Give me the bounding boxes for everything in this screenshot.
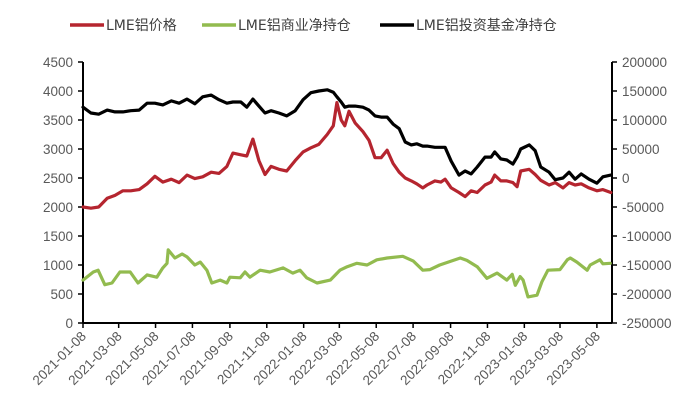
series-line-commercial: [81, 248, 612, 299]
right-axis-tick-label: 0: [622, 171, 630, 186]
legend-label-fund: LME铝投资基金净持仓: [416, 17, 557, 34]
right-axis-tick-label: 50000: [622, 142, 660, 157]
right-axis-tick-label: -100000: [622, 229, 672, 244]
series-line-fund: [81, 88, 613, 185]
left-axis-tick-label: 2000: [43, 200, 73, 215]
left-axis-tick-label: 4000: [43, 84, 73, 99]
right-axis-tick-label: -50000: [622, 200, 664, 215]
right-axis-tick-label: -150000: [622, 258, 672, 273]
right-axis-tick-label: -250000: [622, 316, 672, 331]
left-axis-tick-label: 1500: [43, 229, 73, 244]
left-axis-tick-label: 4500: [43, 55, 73, 70]
right-axis-tick-label: 200000: [622, 55, 667, 70]
legend-label-price: LME铝价格: [106, 18, 177, 34]
legend-label-commercial: LME铝商业净持仓: [238, 18, 351, 34]
series-line-price: [81, 100, 613, 210]
left-axis-tick-label: 3000: [43, 142, 73, 157]
legend: LME铝价格 LME铝商业净持仓 LME铝投资基金净持仓: [70, 17, 557, 34]
left-axis-tick-label: 0: [65, 316, 73, 331]
left-axis-tick-label: 1000: [43, 258, 73, 273]
series-lines: [81, 88, 613, 299]
right-axis-tick-label: -200000: [622, 287, 672, 302]
right-axis-tick-label: 100000: [622, 113, 667, 128]
left-axis-tick-label: 500: [50, 287, 73, 302]
left-axis-tick-label: 3500: [43, 113, 73, 128]
left-axis-tick-label: 2500: [43, 171, 73, 186]
right-axis-tick-label: 150000: [622, 84, 667, 99]
